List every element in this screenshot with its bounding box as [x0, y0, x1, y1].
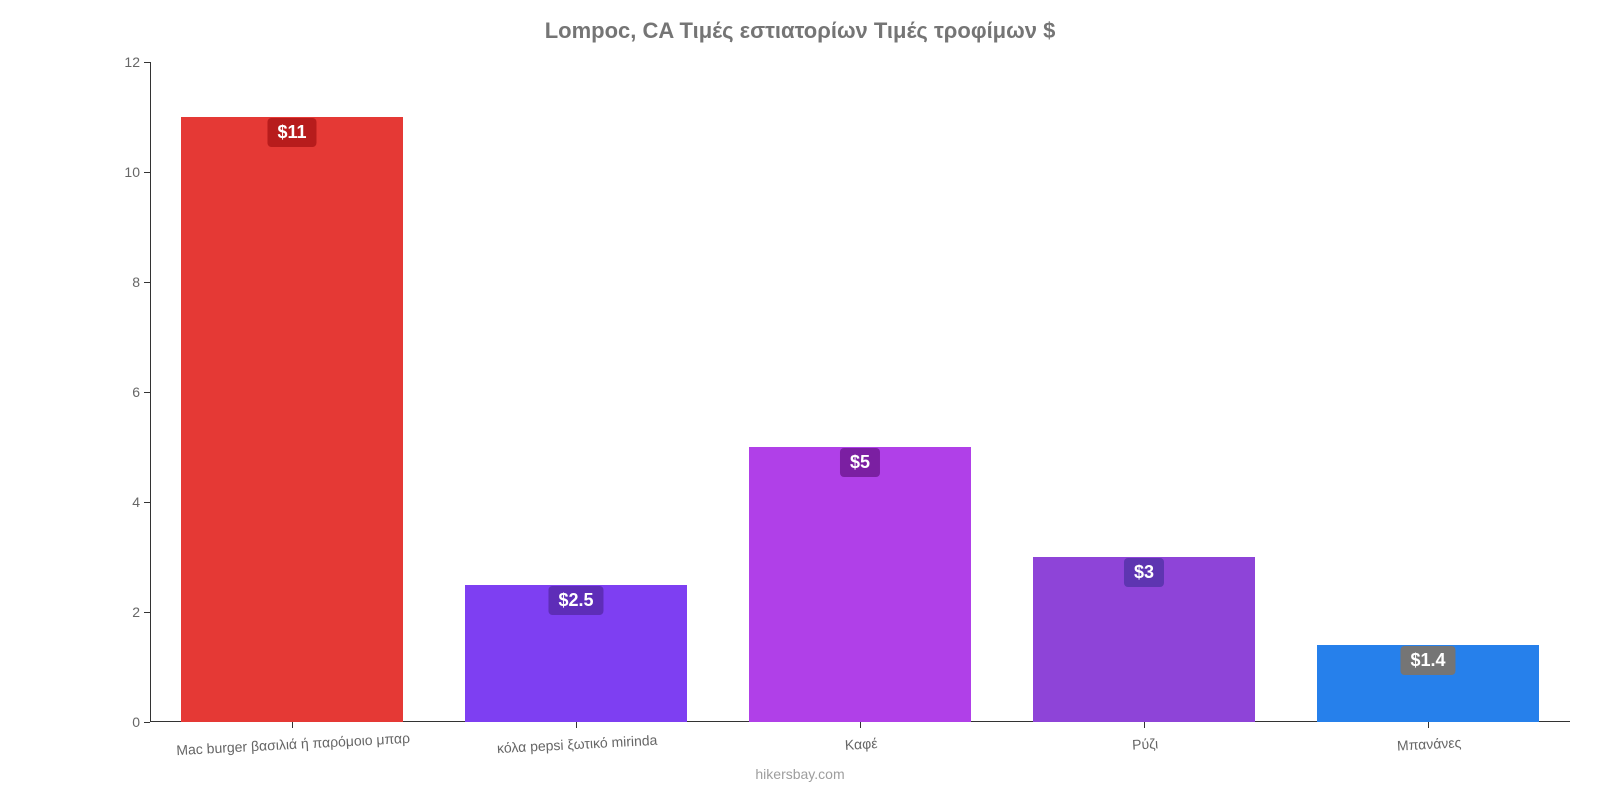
x-category-label: Mac burger βασιλιά ή παρόμοιο μπαρ — [175, 716, 410, 758]
y-tick-label: 4 — [132, 494, 150, 510]
plot-area: 024681012Mac burger βασιλιά ή παρόμοιο μ… — [150, 62, 1570, 722]
bar: $2.5 — [465, 585, 687, 723]
bar-value-label: $5 — [840, 448, 880, 477]
bar: $1.4 — [1317, 645, 1539, 722]
bar-value-label: $2.5 — [548, 586, 603, 615]
chart-title: Lompoc, CA Τιμές εστιατορίων Τιμές τροφί… — [0, 0, 1600, 44]
y-tick-label: 6 — [132, 384, 150, 400]
y-tick-label: 12 — [124, 54, 150, 70]
bar: $5 — [749, 447, 971, 722]
y-tick-label: 10 — [124, 164, 150, 180]
x-category-label: Ρύζι — [1131, 721, 1159, 752]
x-category-label: Μπανάνες — [1396, 720, 1462, 753]
bar: $3 — [1033, 557, 1255, 722]
y-tick-label: 0 — [132, 714, 150, 730]
x-category-label: Καφέ — [844, 721, 878, 753]
bar: $11 — [181, 117, 403, 722]
bar-value-label: $3 — [1124, 558, 1164, 587]
bar-value-label: $11 — [267, 118, 316, 147]
y-tick-label: 8 — [132, 274, 150, 290]
y-axis-line — [150, 62, 151, 722]
attribution-text: hikersbay.com — [755, 766, 844, 782]
x-category-label: κόλα pepsi ξωτικό mirinda — [496, 718, 658, 756]
bar-value-label: $1.4 — [1400, 646, 1455, 675]
y-tick-label: 2 — [132, 604, 150, 620]
price-bar-chart: Lompoc, CA Τιμές εστιατορίων Τιμές τροφί… — [0, 0, 1600, 800]
